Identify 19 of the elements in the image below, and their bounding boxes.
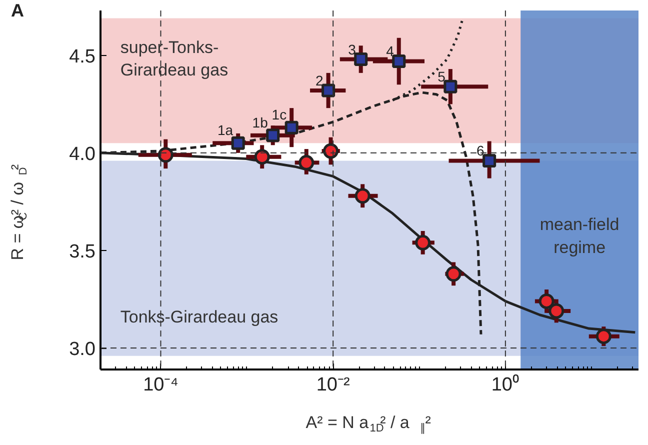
x-tick-label: 10⁻⁴ <box>143 374 178 396</box>
annotation: 2 <box>316 72 324 88</box>
y-tick-label: 4.0 <box>69 144 96 165</box>
annotation: 1c <box>272 106 287 123</box>
x-tick-label: 10⁻² <box>316 374 350 396</box>
annotation: 6 <box>476 142 485 159</box>
band-label: super-Tonks-Girardeau gas <box>120 38 228 80</box>
y-tick-label: 3.5 <box>69 241 96 262</box>
annotation: 5 <box>438 68 446 85</box>
band-label: mean-field regime <box>540 215 620 257</box>
y-tick-label: 4.5 <box>69 46 96 68</box>
annotation: 3 <box>348 41 356 58</box>
chart-title: A <box>11 0 24 20</box>
annotation: 1a <box>218 122 234 138</box>
y-tick-label: 3.0 <box>69 339 96 360</box>
x-tick-label: 10⁰ <box>491 374 520 396</box>
band-label: Tonks-Girardeau gas <box>120 308 278 327</box>
annotation: 4 <box>386 43 394 60</box>
annotation: 1b <box>252 114 268 130</box>
